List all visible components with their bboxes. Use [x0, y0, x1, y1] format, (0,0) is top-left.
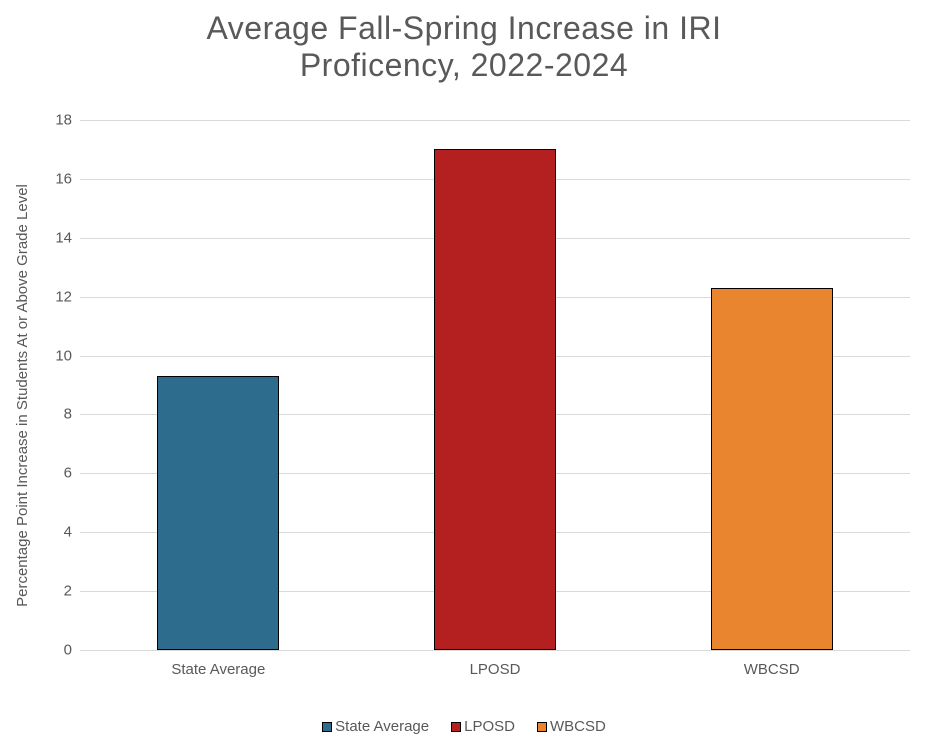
legend-swatch	[322, 722, 332, 732]
bar	[157, 376, 279, 650]
legend-label: WBCSD	[550, 718, 606, 735]
y-tick-label: 16	[32, 170, 72, 187]
y-tick-label: 8	[32, 406, 72, 423]
grid-line	[80, 650, 910, 651]
bar	[434, 149, 556, 650]
legend-label: LPOSD	[464, 718, 515, 735]
x-tick-label: LPOSD	[470, 661, 521, 678]
chart-container: Average Fall-Spring Increase in IRI Prof…	[0, 0, 928, 747]
y-tick-label: 18	[32, 112, 72, 129]
y-tick-label: 6	[32, 465, 72, 482]
x-tick-label: WBCSD	[744, 661, 800, 678]
legend-swatch	[537, 722, 547, 732]
y-tick-label: 2	[32, 583, 72, 600]
plot-area: State AverageLPOSDWBCSD	[80, 120, 910, 650]
chart-title: Average Fall-Spring Increase in IRI Prof…	[0, 10, 928, 84]
legend-item: LPOSD	[451, 718, 515, 735]
bar	[711, 288, 833, 650]
x-tick-label: State Average	[171, 661, 265, 678]
grid-line	[80, 120, 910, 121]
y-axis-label: Percentage Point Increase in Students At…	[14, 184, 31, 607]
y-tick-label: 10	[32, 347, 72, 364]
legend: State Average LPOSD WBCSD	[0, 718, 928, 735]
chart-title-line1: Average Fall-Spring Increase in IRI	[0, 10, 928, 47]
y-tick-label: 12	[32, 288, 72, 305]
y-tick-label: 0	[32, 642, 72, 659]
legend-label: State Average	[335, 718, 429, 735]
y-tick-label: 14	[32, 229, 72, 246]
legend-swatch	[451, 722, 461, 732]
y-tick-label: 4	[32, 524, 72, 541]
legend-item: State Average	[322, 718, 429, 735]
chart-title-line2: Proficency, 2022-2024	[0, 47, 928, 84]
legend-item: WBCSD	[537, 718, 606, 735]
